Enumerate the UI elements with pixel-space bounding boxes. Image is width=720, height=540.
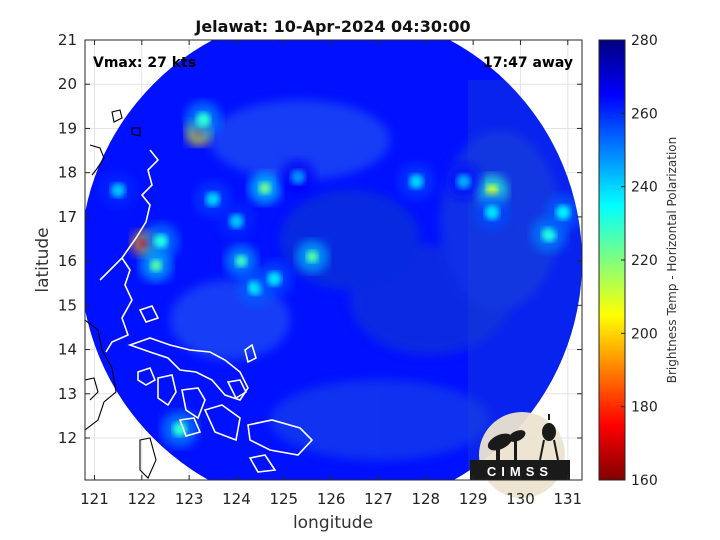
vmax-label: Vmax: 27 kts	[93, 55, 196, 71]
y-tick-label: 20	[58, 75, 77, 93]
cold-feature	[541, 227, 557, 242]
time-away-label: 17:47 away	[483, 55, 573, 71]
x-tick-label: 130	[506, 490, 535, 508]
x-tick-label: 128	[411, 490, 440, 508]
x-tick-label: 123	[175, 490, 204, 508]
x-tick-label: 126	[317, 490, 346, 508]
cold-feature	[196, 112, 211, 127]
coastlines	[85, 109, 314, 479]
x-tick-label: 129	[459, 490, 488, 508]
x-tick-label: 127	[364, 490, 393, 508]
x-axis-label: longitude	[293, 513, 373, 533]
x-tick-label: 124	[222, 490, 251, 508]
colorbar-tick-label: 180	[631, 400, 658, 416]
chart-title: Jelawat: 10-Apr-2024 04:30:00	[194, 17, 470, 36]
cold-feature	[484, 205, 500, 220]
cold-feature	[486, 184, 499, 197]
axis-ticks: 121 122 123 124 125 126 127 128 129 130 131 12 13 14 1…	[58, 31, 582, 508]
water-tower-icon	[542, 423, 556, 441]
colorbar-tick-label: 160	[631, 473, 658, 489]
colorbar-tick-label: 200	[631, 326, 658, 342]
radar-dish-icon	[487, 433, 513, 451]
cimss-logo: CIMSS	[470, 412, 570, 498]
cold-feature	[258, 182, 271, 195]
x-tick-label: 125	[269, 490, 298, 508]
cold-feature	[153, 234, 168, 249]
cold-feature	[150, 259, 162, 272]
cold-feature	[172, 421, 187, 437]
x-tick-label: 121	[80, 490, 109, 508]
cold-feature	[555, 205, 571, 220]
cold-feature	[456, 174, 471, 189]
cold-feature	[306, 250, 319, 263]
cold-feature	[267, 271, 282, 286]
x-tick-label: 131	[553, 490, 582, 508]
y-tick-label: 21	[58, 31, 77, 49]
colorbar-label: Brightness Temp - Horizontal Polarizatio…	[665, 137, 679, 384]
y-tick-label: 14	[58, 341, 77, 359]
y-tick-label: 12	[58, 429, 77, 447]
cold-feature	[229, 214, 244, 229]
y-tick-label: 16	[58, 252, 77, 270]
colorbar-tick-label: 240	[631, 180, 658, 196]
y-tick-label: 18	[58, 164, 77, 182]
colorbar-tick-label: 220	[631, 253, 658, 269]
cold-feature	[409, 174, 424, 189]
cold-feature	[110, 183, 126, 198]
colorbar-tick-label: 280	[631, 33, 658, 49]
y-tick-label: 15	[58, 296, 77, 314]
cold-features	[100, 101, 582, 448]
y-tick-label: 17	[58, 208, 77, 226]
y-tick-label: 13	[58, 385, 77, 403]
cold-feature	[235, 255, 248, 268]
y-tick-label: 19	[58, 119, 77, 137]
axes-frame	[84, 39, 583, 481]
y-axis-label: latitude	[33, 227, 53, 292]
logo-text: CIMSS	[487, 464, 553, 479]
cold-feature	[290, 169, 306, 185]
colorbar-ticks: 160 180 200 220 240 260 280	[621, 33, 658, 489]
cold-feature	[205, 191, 220, 207]
x-tick-label: 122	[127, 490, 156, 508]
colorbar-tick-label: 260	[631, 106, 658, 122]
